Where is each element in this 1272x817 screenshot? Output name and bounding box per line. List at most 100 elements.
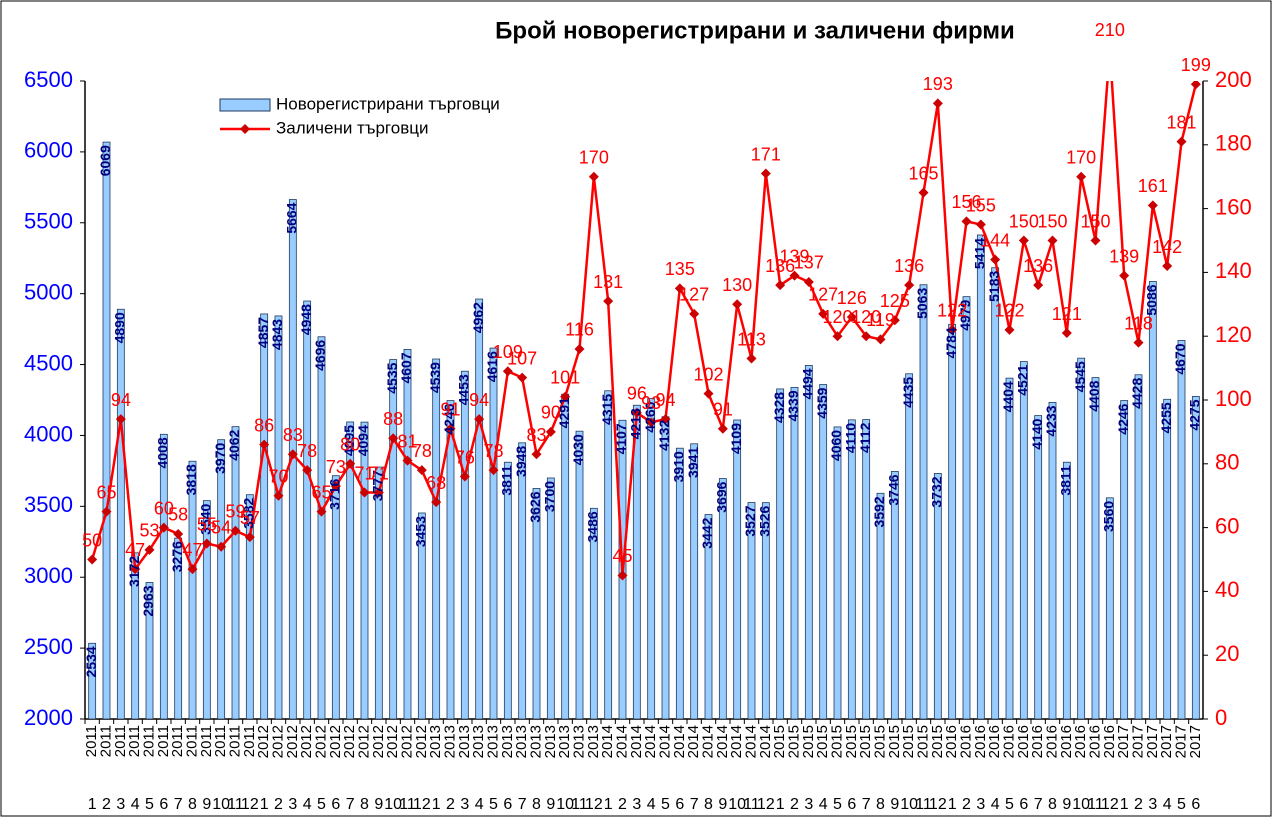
line-marker xyxy=(603,296,614,307)
line-marker xyxy=(201,538,212,549)
y2-tick-label: 100 xyxy=(1215,386,1252,411)
bar xyxy=(575,430,584,719)
x-year-label: 2013 xyxy=(513,725,530,758)
x-year-label: 2013 xyxy=(499,725,516,758)
bar xyxy=(561,393,570,719)
line-marker xyxy=(531,449,542,460)
x-tick-label: 7 xyxy=(862,796,871,813)
x-tick-label: 11 xyxy=(743,796,760,813)
x-year-label: 2012 xyxy=(255,725,272,758)
y-tick-label: 3000 xyxy=(24,563,73,588)
line-label: 120 xyxy=(851,307,881,327)
line-label: 58 xyxy=(168,505,188,525)
line-label: 93 xyxy=(641,393,661,413)
line-marker xyxy=(1061,328,1072,339)
line-marker xyxy=(660,414,671,425)
x-year-label: 2015 xyxy=(857,725,874,758)
line-marker xyxy=(717,423,728,434)
x-year-label: 2012 xyxy=(312,725,329,758)
y2-tick-label: 60 xyxy=(1215,513,1239,538)
line-label: 127 xyxy=(808,285,838,305)
bar xyxy=(360,421,369,719)
bar xyxy=(518,442,527,719)
x-year-label: 2014 xyxy=(613,725,630,758)
line-label: 181 xyxy=(1166,112,1196,132)
y2-tick-label: 20 xyxy=(1215,641,1239,666)
line-label: 136 xyxy=(765,256,795,276)
x-year-label: 2017 xyxy=(1115,725,1132,758)
bar xyxy=(847,419,856,719)
bar-label: 4109 xyxy=(728,423,744,454)
line-label: 76 xyxy=(455,447,475,467)
x-tick-label: 9 xyxy=(1062,796,1071,813)
bar-label: 3777 xyxy=(370,470,386,501)
x-year-label: 2015 xyxy=(900,725,917,758)
bar xyxy=(489,347,498,719)
line-marker xyxy=(502,366,513,377)
line-label: 131 xyxy=(593,272,623,292)
bar xyxy=(704,514,713,719)
x-tick-label: 4 xyxy=(991,796,1000,813)
x-tick-label: 3 xyxy=(460,796,469,813)
line-marker xyxy=(803,276,814,287)
x-year-label: 2014 xyxy=(671,725,688,758)
x-year-label: 2014 xyxy=(599,725,616,758)
x-tick-label: 4 xyxy=(647,796,656,813)
bar-label: 4494 xyxy=(800,368,816,399)
line-label: 210 xyxy=(1095,20,1125,40)
x-year-label: 2014 xyxy=(656,725,673,758)
line-marker xyxy=(918,187,929,198)
bar-label: 3732 xyxy=(929,476,945,507)
y-tick-label: 3500 xyxy=(24,492,73,517)
x-year-label: 2014 xyxy=(685,725,702,758)
line-label: 170 xyxy=(579,147,609,167)
x-tick-label: 3 xyxy=(632,796,641,813)
line-marker xyxy=(416,465,427,476)
x-year-label: 2011 xyxy=(212,725,229,757)
x-tick-label: 11 xyxy=(227,796,244,813)
bar-label: 3560 xyxy=(1101,501,1117,532)
x-tick-label: 8 xyxy=(1048,796,1057,813)
x-tick-label: 12 xyxy=(585,796,603,813)
bar xyxy=(532,488,541,719)
x-tick-label: 6 xyxy=(1019,796,1028,813)
line-marker xyxy=(101,506,112,517)
line-label: 94 xyxy=(469,390,489,410)
x-tick-label: 5 xyxy=(145,796,154,813)
line-label: 91 xyxy=(440,399,460,419)
bar-label: 4535 xyxy=(384,362,400,393)
bar-label: 6069 xyxy=(97,145,113,176)
bar xyxy=(804,365,813,719)
line-label: 96 xyxy=(627,384,647,404)
x-tick-label: 7 xyxy=(690,796,699,813)
x-year-label: 2011 xyxy=(183,725,200,757)
line-label: 68 xyxy=(426,473,446,493)
x-tick-label: 4 xyxy=(303,796,312,813)
bar xyxy=(217,439,226,719)
bar-label: 4428 xyxy=(1129,378,1145,409)
bar-label: 3527 xyxy=(742,505,758,536)
x-tick-label: 9 xyxy=(718,796,727,813)
x-year-label: 2015 xyxy=(785,725,802,758)
bar xyxy=(1105,497,1114,719)
bar xyxy=(1163,398,1172,719)
x-year-label: 2011 xyxy=(155,725,172,757)
line-label: 59 xyxy=(225,502,245,522)
bar-label: 4408 xyxy=(1086,380,1102,411)
bar xyxy=(131,552,140,719)
bar xyxy=(976,234,985,719)
x-year-label: 2011 xyxy=(112,725,129,757)
x-tick-label: 11 xyxy=(571,796,588,813)
x-year-label: 2015 xyxy=(929,725,946,758)
line-marker xyxy=(373,487,384,498)
line-label: 78 xyxy=(412,441,432,461)
x-tick-label: 6 xyxy=(503,796,512,813)
bar xyxy=(1034,415,1043,719)
bar xyxy=(1134,374,1143,719)
bar xyxy=(862,419,871,719)
bar xyxy=(346,421,355,719)
bar-label: 3626 xyxy=(527,491,543,522)
line-marker xyxy=(588,171,599,182)
x-tick-label: 2 xyxy=(618,796,627,813)
line-label: 125 xyxy=(880,291,910,311)
